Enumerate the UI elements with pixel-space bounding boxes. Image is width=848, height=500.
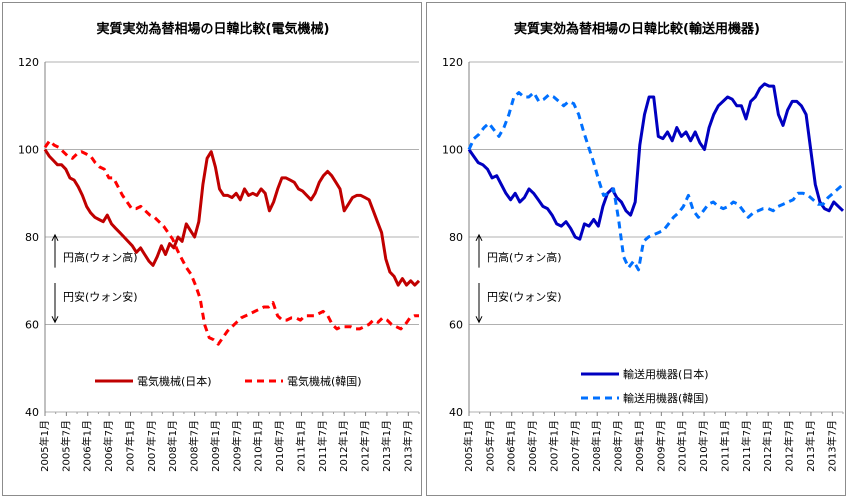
x-tick-label: 2013年1月 [380, 420, 393, 472]
chart-svg-transport-equipment: 実質実効為替相場の日韓比較(輸送用機器) 40 60 80 100 120 2005年1月 2… [442, 21, 845, 472]
x-tick-label: 2012年7月 [359, 420, 372, 472]
x-tick-label: 2012年1月 [761, 420, 774, 472]
legend-label-1: 輸送用機器(韓国) [623, 391, 709, 405]
x-tick-label: 2010年1月 [252, 420, 265, 472]
x-tick-label: 2011年7月 [740, 420, 753, 472]
chart-panel-transport-equipment: 実質実効為替相場の日韓比較(輸送用機器) 40 60 80 100 120 2005年1月 2… [426, 2, 846, 496]
x-tick-label: 2008年7月 [188, 420, 201, 472]
y-tick-label-120: 120 [442, 56, 463, 69]
x-tick-label: 2005年7月 [59, 420, 72, 472]
y-tick-label-120: 120 [18, 56, 39, 69]
x-tick-label: 2010年7月 [273, 420, 286, 472]
y-tick-label-40: 40 [25, 406, 39, 419]
arrow-down-head [51, 316, 59, 324]
x-tick-label: 2009年1月 [633, 420, 646, 472]
x-tick-label: 2010年1月 [676, 420, 689, 472]
chart-title: 実質実効為替相場の日韓比較(電気機械) [97, 21, 330, 37]
x-tick-label: 2006年1月 [505, 420, 518, 472]
x-tick-label: 2005年1月 [462, 420, 475, 472]
arrow-up-head [51, 233, 59, 242]
x-tick-label: 2009年1月 [209, 420, 222, 472]
x-tick-label: 2005年7月 [483, 420, 496, 472]
x-tick-label: 2008年1月 [590, 420, 603, 472]
legend-label-0: 輸送用機器(日本) [623, 367, 709, 381]
annotation-lower: 円安(ウォン安) [63, 289, 138, 303]
chart-svg-electrical-machinery: 実質実効為替相場の日韓比較(電気機械) 40 60 80 100 120 2005年1月 20… [18, 21, 421, 472]
legend-label-0: 電気機械(日本) [137, 374, 212, 388]
legend-label-1: 電気機械(韓国) [287, 374, 362, 388]
x-tick-label: 2013年7月 [825, 420, 838, 472]
x-tick-label: 2009年7月 [654, 420, 667, 472]
x-tick-label: 2006年7月 [102, 420, 115, 472]
x-tick-label: 2007年7月 [145, 420, 158, 472]
x-tick-label: 2012年1月 [337, 420, 350, 472]
annotation-upper: 円高(ウォン高) [487, 250, 562, 264]
x-tick-label: 2013年7月 [401, 420, 414, 472]
x-tick-label: 2005年1月 [38, 420, 51, 472]
series-line-0 [467, 82, 845, 241]
y-tick-label-60: 60 [449, 319, 463, 332]
x-tick-label: 2007年7月 [569, 420, 582, 472]
series-line-0 [43, 148, 421, 287]
annotation-upper: 円高(ウォン高) [63, 250, 138, 264]
x-tick-label: 2011年1月 [718, 420, 731, 472]
y-tick-label-80: 80 [25, 231, 39, 244]
y-tick-label-100: 100 [442, 144, 463, 157]
x-tick-label: 2013年1月 [804, 420, 817, 472]
y-tick-label-60: 60 [25, 319, 39, 332]
annotation-lower: 円安(ウォン安) [487, 289, 562, 303]
series-line-1 [467, 91, 844, 272]
x-tick-label: 2008年7月 [612, 420, 625, 472]
series-line-1 [43, 139, 419, 346]
x-tick-label: 2010年7月 [697, 420, 710, 472]
x-tick-label: 2007年1月 [547, 420, 560, 472]
x-tick-label: 2006年1月 [81, 420, 94, 472]
y-tick-label-80: 80 [449, 231, 463, 244]
x-tick-label: 2009年7月 [230, 420, 243, 472]
y-tick-label-100: 100 [18, 144, 39, 157]
x-tick-label: 2011年7月 [316, 420, 329, 472]
arrow-down-head [475, 316, 483, 324]
chart-panel-electrical-machinery: 実質実効為替相場の日韓比較(電気機械) 40 60 80 100 120 2005年1月 20… [2, 2, 422, 496]
x-tick-label: 2007年1月 [123, 420, 136, 472]
y-tick-label-40: 40 [449, 406, 463, 419]
x-tick-label: 2008年1月 [166, 420, 179, 472]
chart-title: 実質実効為替相場の日韓比較(輸送用機器) [514, 21, 760, 37]
x-tick-label: 2006年7月 [526, 420, 539, 472]
x-tick-label: 2012年7月 [783, 420, 796, 472]
arrow-up-head [475, 233, 483, 242]
x-tick-label: 2011年1月 [294, 420, 307, 472]
